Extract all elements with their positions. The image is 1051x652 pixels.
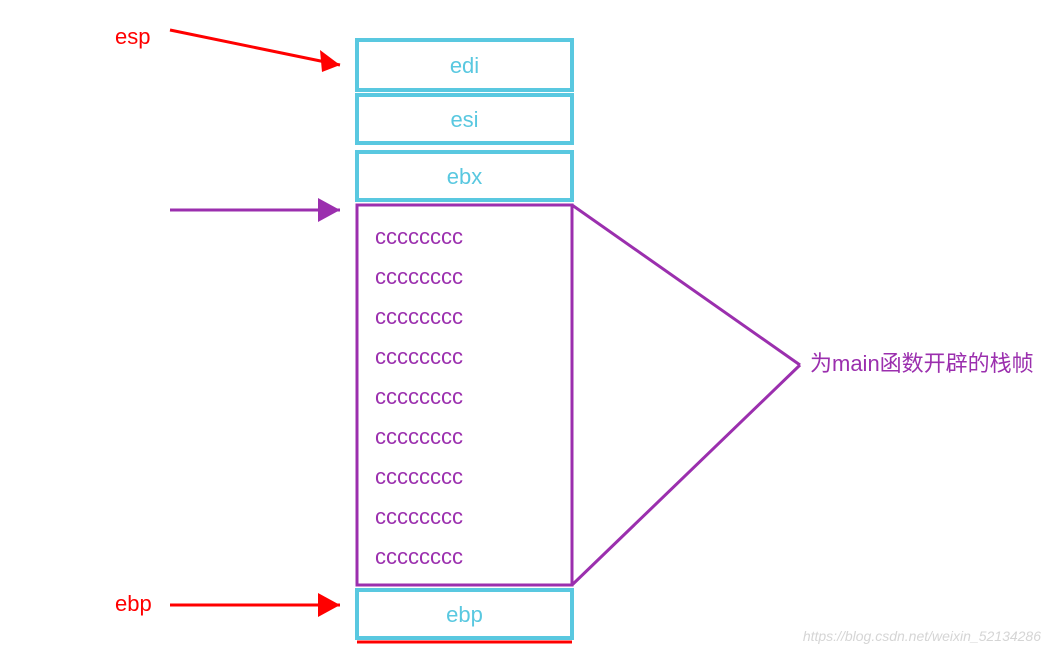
bracket-bottom-line [572, 365, 800, 585]
esp-pointer-label: esp [115, 24, 150, 49]
stack-fill-line: cccccccc [375, 344, 463, 369]
stack-fill-line: cccccccc [375, 384, 463, 409]
diagram-canvas: edi esi ebx cccccccc cccccccc cccccccc ccccccc… [0, 0, 1051, 652]
ebp-pointer-label: ebp [115, 591, 152, 616]
esp-pointer-arrow-line [170, 30, 340, 65]
stack-cell-label-ebx: ebx [447, 164, 482, 189]
watermark-text: https://blog.csdn.net/weixin_52134286 [803, 628, 1041, 644]
esp-pointer-arrow-head [320, 50, 340, 72]
stack-cell-label-ebp-bottom: ebp [446, 602, 483, 627]
annotation-text: 为main函数开辟的栈帧 [810, 351, 1034, 376]
stack-cell-label-esi: esi [450, 107, 478, 132]
stack-fill-line: cccccccc [375, 304, 463, 329]
stack-fill-line: cccccccc [375, 264, 463, 289]
ebp-pointer-arrow-head [318, 593, 340, 617]
stack-fill-line: cccccccc [375, 224, 463, 249]
bracket-top-line [572, 205, 800, 365]
stack-cell-label-edi: edi [450, 53, 479, 78]
stack-fill-line: cccccccc [375, 504, 463, 529]
stack-fill-line: cccccccc [375, 424, 463, 449]
stack-fill-line: cccccccc [375, 544, 463, 569]
stack-fill-line: cccccccc [375, 464, 463, 489]
frame-top-pointer-arrow-head [318, 198, 340, 222]
